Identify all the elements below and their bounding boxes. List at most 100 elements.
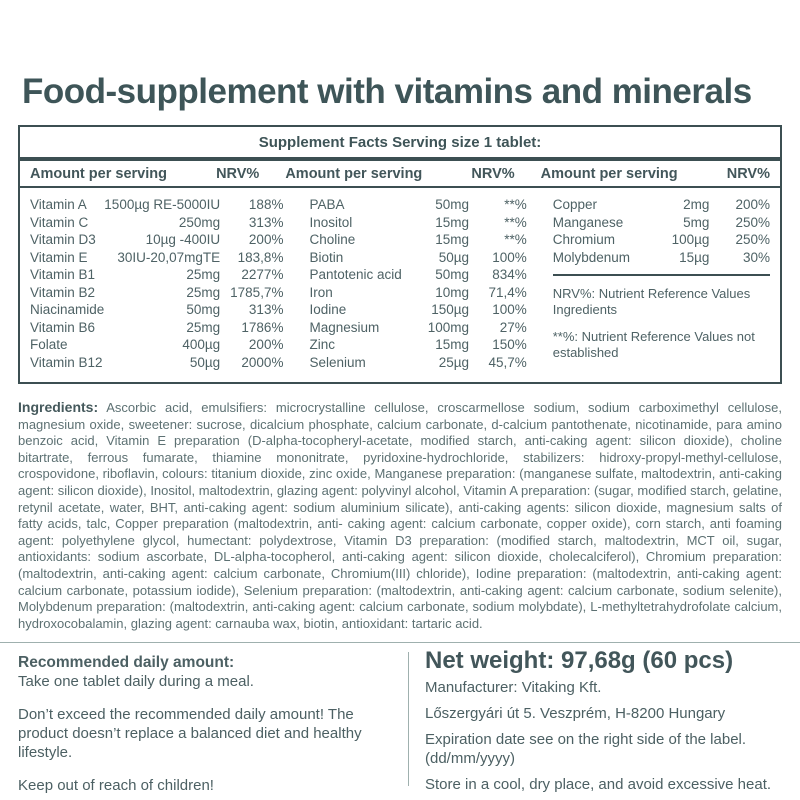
nutrient-amount: 30IU-20,07mgTE [117,249,221,265]
warning-text: Don’t exceed the recommended daily amoun… [18,706,362,762]
nutrient-row: Pantotenic acid 50mg 834% [309,266,526,284]
nutrient-name: Vitamin B2 [30,284,96,300]
nutrient-row: Vitamin C 250mg 313% [30,214,283,232]
facts-columns: Vitamin A 1500µg RE-5000IU 188% Vitamin C 25… [20,188,780,382]
nutrient-amount: 400µg [182,337,221,352]
nutrient-amount: 50µg [438,249,470,265]
nutrient-nrv: 250% [735,232,771,247]
nutrient-nrv: 2277% [241,267,284,282]
nutrient-name: Vitamin E [30,249,88,265]
nutrient-amount: 25mg [186,319,221,335]
nutrient-amount: 250mg [178,214,221,230]
amount-header-3: Amount per serving [540,166,678,182]
nutrient-row: Vitamin B6 25mg 1786% [30,319,283,337]
recommended-heading: Recommended daily amount: [18,654,235,672]
facts-column-1: Vitamin A 1500µg RE-5000IU 188% Vitamin C 25… [30,196,283,372]
nutrient-nrv: 100% [492,302,527,317]
nutrient-amount: 1500µg RE-5000IU [104,197,221,212]
nutrient-nrv: 45,7% [488,354,527,370]
nutrient-name: Copper [552,197,598,212]
nutrient-name: Zinc [309,337,335,352]
nutrient-name: Vitamin B12 [30,354,103,370]
nutrient-name: Choline [309,232,356,247]
nutrient-amount: 10mg [435,284,470,300]
nutrient-amount: 10µg -400IU [145,232,221,247]
nutrient-nrv: 188% [248,197,284,212]
address-line: Lőszergyári út 5. Veszprém, H-8200 Hunga… [425,705,726,723]
facts-column-2: PABA 50mg **% Inositol 15mg **% Choline 15mg **%… [309,196,526,372]
nutrient-amount: 100µg [671,232,710,247]
nutrient-name: Pantotenic acid [309,267,402,282]
nutrient-name: Vitamin B6 [30,319,96,335]
nutrient-table-1: Vitamin A 1500µg RE-5000IU 188% Vitamin C 25… [30,196,283,371]
nutrient-row: Vitamin E 30IU-20,07mgTE 183,8% [30,249,283,267]
nutrient-name: Vitamin A [30,197,87,212]
nutrient-name: PABA [309,197,345,212]
nutrient-nrv: 200% [248,232,284,247]
net-weight: Net weight: 97,68g (60 pcs) [425,647,734,675]
facts-header-group-3: Amount per serving NRV% [541,166,770,182]
nutrient-amount: 100mg [427,319,470,335]
nutrient-name: Molybdenum [552,249,631,265]
nutrient-nrv: **% [504,214,527,230]
nutrient-name: Vitamin D3 [30,232,96,247]
nrv-header-3: NRV% [726,166,770,182]
nrv-header-2: NRV% [471,166,515,182]
facts-thick-rule [20,157,780,161]
nutrient-name: Chromium [552,232,615,247]
nutrient-row: Choline 15mg **% [309,231,526,249]
nutrient-nrv: 100% [492,249,527,265]
nutrient-amount: 50µg [189,354,221,370]
nutrient-row: Chromium 100µg 250% [553,231,770,249]
nutrient-nrv: **% [504,232,527,247]
ingredients-text: Ascorbic acid, emulsifiers: microcrystal… [18,400,782,631]
nutrient-name: Inositol [309,214,353,230]
nutrient-row: Inositol 15mg **% [309,214,526,232]
nutrient-name: Folate [30,337,68,352]
ingredients-label: Ingredients: [18,399,99,415]
children-warning: Keep out of reach of children! [18,777,214,795]
facts-title: Supplement Facts Serving size 1 tablet: [258,134,542,151]
nutrient-amount: 50mg [435,267,470,282]
nutrient-name: Biotin [309,249,344,265]
nutrient-nrv: 200% [248,337,284,352]
section-divider [0,642,800,644]
nutrient-row: PABA 50mg **% [309,196,526,214]
nutrient-nrv: 834% [492,267,527,282]
manufacturer-line: Manufacturer: Vitaking Kft. [425,679,602,697]
asterisk-note: **%: Nutrient Reference Values not estab… [552,329,755,360]
nutrient-amount: 15µg [679,249,710,265]
nutrient-amount: 2mg [683,197,710,212]
nutrient-name: Iodine [309,302,347,317]
nutrient-nrv: 1785,7% [230,284,284,300]
nutrient-nrv: 183,8% [237,249,284,265]
nutrient-name: Vitamin C [30,214,89,230]
nutrient-row: Vitamin A 1500µg RE-5000IU 188% [30,196,283,214]
nutrient-name: Magnesium [309,319,380,335]
nutrient-nrv: 1786% [241,319,284,335]
nutrient-row: Selenium 25µg 45,7% [309,354,526,372]
nutrient-row: Zinc 15mg 150% [309,336,526,354]
nutrient-name: Manganese [552,214,624,230]
nutrient-row: Vitamin B1 25mg 2277% [30,266,283,284]
nutrient-row: Biotin 50µg 100% [309,249,526,267]
nutrient-nrv: 2000% [241,354,284,370]
nutrient-row: Niacinamide 50mg 313% [30,301,283,319]
dosage-text: Take one tablet daily during a meal. [18,673,254,691]
nutrient-nrv: 27% [499,319,527,335]
facts-header-group-2: Amount per serving NRV% [285,166,514,182]
nutrient-nrv: 71,4% [488,284,527,300]
page-title: Food-supplement with vitamins and minera… [22,72,752,111]
nutrient-nrv: 313% [248,214,284,230]
nutrient-amount: 15mg [435,337,470,352]
facts-notes: NRV%: Nutrient Reference Values Ingredie… [552,274,771,361]
amount-header-1: Amount per serving [30,166,167,182]
nutrient-nrv: 313% [248,302,284,317]
bottom-section: Recommended daily amount: Take one table… [0,643,800,800]
facts-column-3: Copper 2mg 200% Manganese 5mg 250% Chromium 100… [552,196,771,372]
nutrient-table-3: Copper 2mg 200% Manganese 5mg 250% Chromium 100… [553,196,770,266]
facts-header-group-1: Amount per serving NRV% [30,166,259,182]
nutrient-name: Iron [309,284,333,300]
usage-section: Recommended daily amount: Take one table… [0,643,408,800]
nutrient-row: Iron 10mg 71,4% [309,284,526,302]
